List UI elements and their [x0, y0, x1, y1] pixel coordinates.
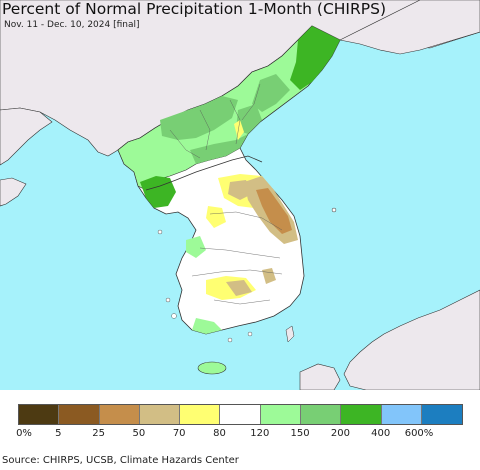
legend-swatch: [260, 405, 302, 424]
south-island-1: [227, 337, 233, 343]
legend-label: 120: [250, 428, 270, 439]
dark-green-northeast: [290, 26, 340, 90]
legend-label: 70: [172, 428, 186, 439]
japan-kyushu: [299, 363, 341, 390]
tsushima-island: [285, 325, 295, 343]
province-lines-north: [169, 83, 261, 159]
green-patch-north: [160, 96, 238, 140]
legend-label: 50: [132, 428, 146, 439]
legend-swatch: [19, 405, 60, 424]
legend-label: 150: [290, 428, 310, 439]
precipitation-map: [0, 0, 480, 390]
japan-honshu: [343, 289, 480, 390]
legend-label: 0%: [16, 428, 32, 439]
legend-swatch: [59, 405, 100, 424]
source-credit: Source: CHIRPS, UCSB, Climate Hazards Ce…: [2, 455, 239, 466]
green-patch-kangwon: [236, 104, 262, 134]
legend-swatch: [301, 405, 342, 424]
legend-label: 5: [55, 428, 62, 439]
green-southwest-coast: [186, 236, 206, 258]
legend-swatch: [139, 405, 181, 424]
shandong-peninsula: [0, 177, 27, 207]
legend-swatch: [220, 405, 261, 424]
tan-central: [228, 180, 252, 200]
yellow-west: [206, 206, 226, 228]
west-island-3: [171, 313, 177, 319]
legend-label: 25: [92, 428, 105, 439]
south-island-2: [247, 331, 253, 337]
legend-swatch: [99, 405, 140, 424]
map-title: Percent of Normal Precipitation 1-Month …: [2, 0, 386, 18]
legend-swatch: [341, 405, 382, 424]
tan-south: [226, 280, 252, 296]
province-lines-south: [191, 211, 283, 305]
green-patch-east: [252, 74, 290, 112]
liaodong-peninsula: [0, 107, 53, 166]
map-subtitle: Nov. 11 - Dec. 10, 2024 [final]: [4, 20, 140, 30]
west-island-2: [165, 297, 171, 303]
dark-green-west: [140, 176, 176, 208]
legend-label: 600%: [404, 428, 434, 439]
legend-label: 200: [330, 428, 350, 439]
legend-swatch: [180, 405, 221, 424]
legend-swatch: [421, 405, 463, 424]
yellow-spot-north: [234, 120, 244, 140]
russia-coast: [339, 0, 480, 55]
ulleung-island: [331, 207, 337, 213]
dmz-border: [145, 155, 263, 191]
legend-swatch: [381, 405, 422, 424]
brown-east: [256, 188, 292, 234]
green-patch-central: [190, 134, 248, 164]
legend-label: 400: [371, 428, 391, 439]
jeju-island: [197, 361, 227, 375]
legend-color-bar: [18, 404, 464, 425]
legend-label: 80: [213, 428, 226, 439]
green-south-coast: [192, 318, 222, 334]
west-island-1: [157, 229, 163, 235]
legend-labels: 0% 5 25 50 70 80 120 150 200 400 600%: [0, 428, 480, 442]
